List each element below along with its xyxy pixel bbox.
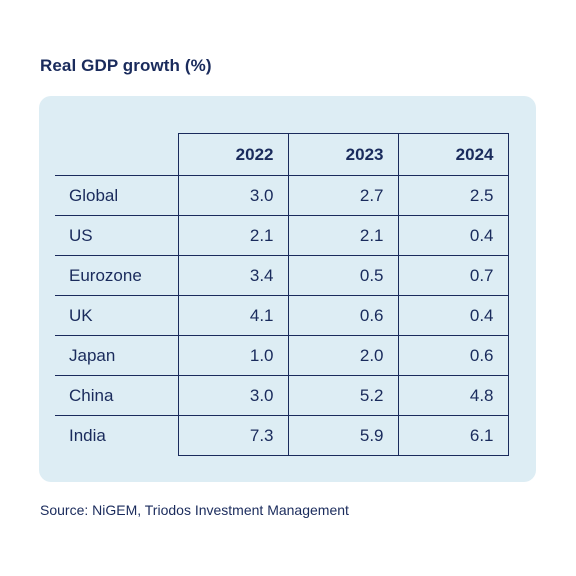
table-cell: 0.6 — [397, 335, 509, 376]
table-cell: 2.5 — [397, 175, 509, 216]
table-cell: 0.4 — [397, 295, 509, 336]
table-cell: 0.4 — [397, 215, 509, 256]
row-label: Japan — [55, 335, 178, 376]
row-label: India — [69, 425, 106, 445]
table-cell: 5.2 — [287, 375, 399, 416]
table-cell: 2.1 — [177, 215, 289, 256]
table-cell: 0.6 — [287, 295, 399, 336]
row-label: Global — [55, 175, 178, 216]
chart-title: Real GDP growth (%) — [40, 56, 212, 75]
table-cell: 2.7 — [287, 175, 399, 216]
table-cell: 4.1 — [177, 295, 289, 336]
table-corner-cell — [55, 133, 179, 176]
column-header-2022: 2022 — [177, 133, 289, 176]
row-label: China — [55, 375, 178, 416]
table-row: US 2.1 2.1 0.4 — [55, 215, 509, 256]
table-row: Japan 1.0 2.0 0.6 — [55, 335, 509, 376]
table-row: China 3.0 5.2 4.8 — [55, 375, 509, 416]
table-cell: 3.0 — [177, 375, 289, 416]
table-row: Eurozone 3.4 0.5 0.7 — [55, 255, 509, 296]
table-row: UK 4.1 0.6 0.4 — [55, 295, 509, 336]
table-cell: 5.9 — [287, 415, 399, 456]
table-cell: 3.0 — [177, 175, 289, 216]
column-header-2023: 2023 — [287, 133, 399, 176]
table-cell: 2.0 — [287, 335, 399, 376]
gdp-table: 2022 2023 2024 Global 3.0 2.7 2.5 US 2.1… — [55, 133, 509, 456]
table-cell: 0.7 — [397, 255, 509, 296]
table-cell: 6.1 — [397, 415, 509, 456]
table-cell: 0.5 — [287, 255, 399, 296]
column-header-2024: 2024 — [397, 133, 509, 176]
source-note: Source: NiGEM, Triodos Investment Manage… — [40, 502, 349, 518]
table-cell: 4.8 — [397, 375, 509, 416]
table-cell: 3.4 — [177, 255, 289, 296]
table-header-row: 2022 2023 2024 — [55, 133, 509, 176]
row-label: UK — [55, 295, 178, 336]
table-cell: 1.0 — [177, 335, 289, 376]
table-row: Global 3.0 2.7 2.5 — [55, 175, 509, 216]
row-label: US — [55, 215, 178, 256]
table-cell: 2.1 — [287, 215, 399, 256]
table-cell: 7.3 — [177, 415, 289, 456]
row-label: Eurozone — [55, 255, 178, 296]
table-row: India 7.3 5.9 6.1 — [55, 415, 509, 456]
